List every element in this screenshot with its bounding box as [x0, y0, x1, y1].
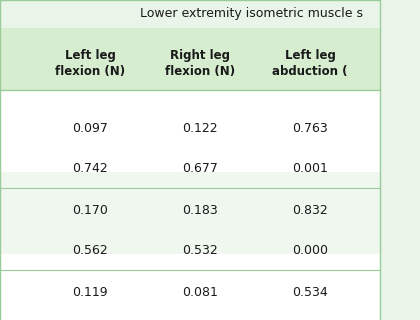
Text: Lower extremity isometric muscle s: Lower extremity isometric muscle s [141, 7, 363, 20]
Text: 0.001: 0.001 [292, 163, 328, 175]
Text: 0.183: 0.183 [182, 204, 218, 218]
Text: 0.677: 0.677 [182, 163, 218, 175]
Bar [0, 0, 380, 28]
Text: 0.832: 0.832 [292, 204, 328, 218]
Text: abduction (: abduction ( [272, 66, 348, 78]
Text: flexion (N): flexion (N) [165, 66, 235, 78]
Text: 0.742: 0.742 [72, 163, 108, 175]
Text: 0.532: 0.532 [182, 244, 218, 258]
Text: Right leg: Right leg [170, 49, 230, 61]
Text: 0.534: 0.534 [292, 286, 328, 300]
Text: 0.000: 0.000 [292, 244, 328, 258]
Text: 0.122: 0.122 [182, 123, 218, 135]
Text: 0.097: 0.097 [72, 123, 108, 135]
Text: 0.081: 0.081 [182, 286, 218, 300]
Text: 0.170: 0.170 [72, 204, 108, 218]
Text: Left leg: Left leg [65, 49, 116, 61]
Text: Left leg: Left leg [285, 49, 336, 61]
Text: flexion (N): flexion (N) [55, 66, 125, 78]
Text: 0.119: 0.119 [72, 286, 108, 300]
Bar [0, 254, 380, 320]
Text: 0.763: 0.763 [292, 123, 328, 135]
Bar [0, 90, 380, 188]
Text: 0.562: 0.562 [72, 244, 108, 258]
Bar [0, 172, 380, 270]
Bar [0, 28, 380, 90]
